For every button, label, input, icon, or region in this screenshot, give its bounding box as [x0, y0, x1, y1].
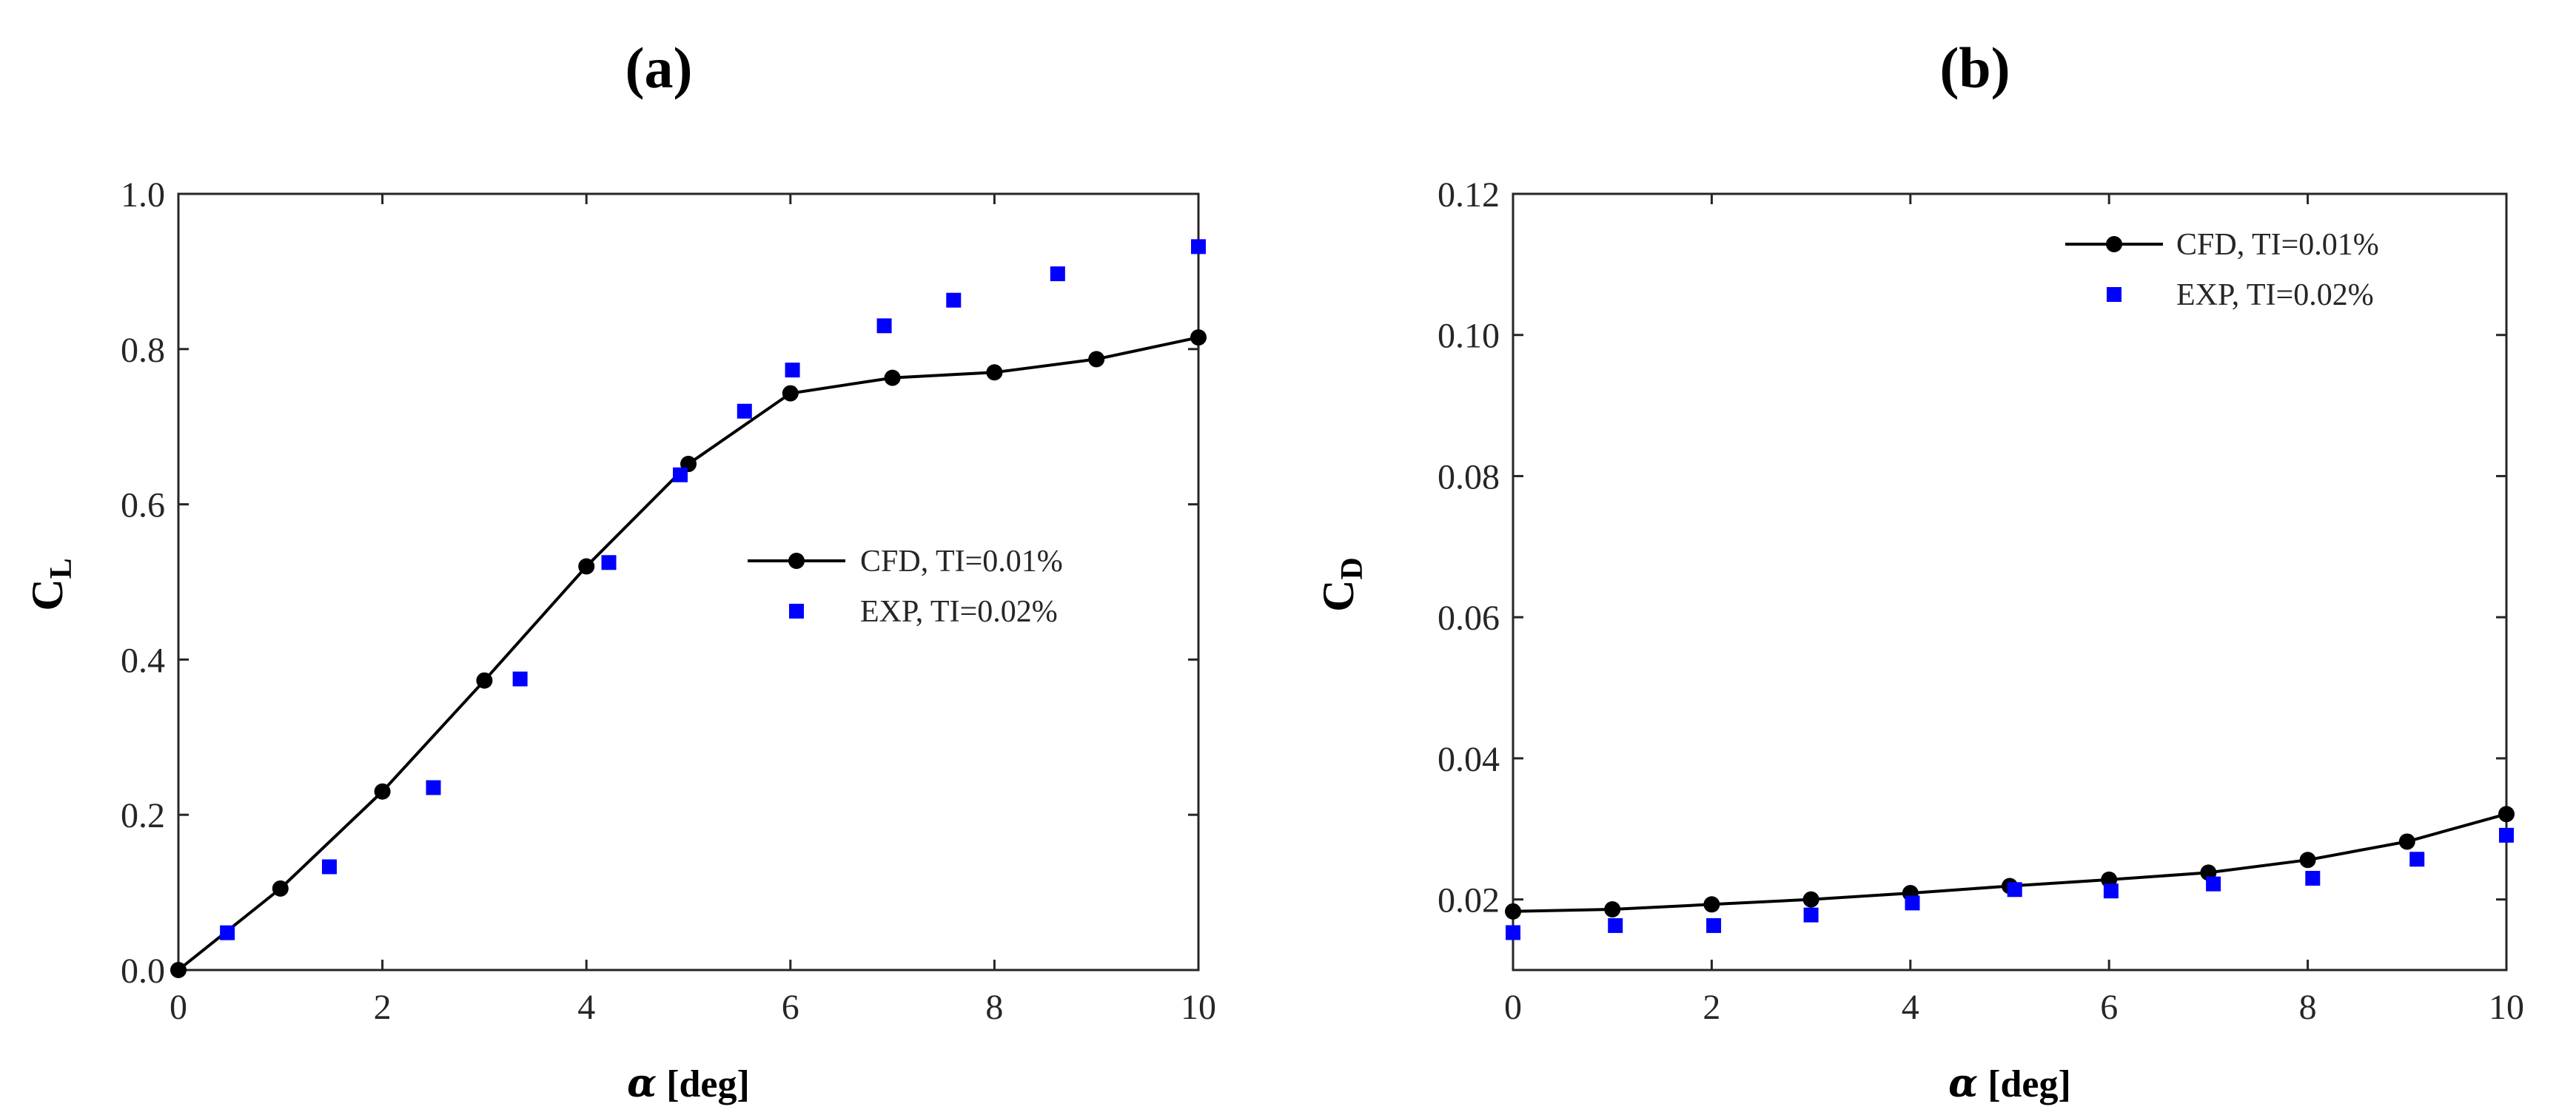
panel-b-legend-exp-label: EXP, TI=0.02%: [2176, 278, 2374, 312]
panel-b-drag-coefficient: (b) 0 2 4 6 8 10 0.02 0.04 0.06 0.08 0.10 0.12 CFD,…: [1314, 36, 2524, 1106]
panel-b-ticks: [1512, 192, 2508, 970]
panel-a-legend-cfd-label: CFD, TI=0.01%: [860, 545, 1063, 579]
panel-b-xtick-label: 8: [2299, 988, 2317, 1027]
panel-b-cfd-point: [1802, 891, 1819, 908]
panel-a-ytick-label: 0.4: [121, 641, 165, 680]
panel-a-label: (a): [625, 36, 693, 100]
panel-b-x-axis-symbol: α: [1948, 1061, 1978, 1106]
panel-b-xtick-label: 6: [2100, 988, 2118, 1027]
panel-b-exp-point: [2305, 871, 2321, 886]
panel-b-cfd-point: [1703, 896, 1720, 913]
panel-b-ytick-label: 0.10: [1438, 317, 1500, 356]
panel-a-cfd-point: [782, 385, 799, 402]
panel-a-x-axis-label: α [deg]: [627, 1061, 750, 1106]
panel-a-ytick-label: 0.2: [121, 796, 165, 835]
panel-a-xtick-label: 10: [1181, 988, 1216, 1027]
panel-b-xtick-label: 4: [1902, 988, 1919, 1027]
panel-a-exp-point: [1191, 239, 1206, 255]
panel-a-xtick-label: 4: [577, 988, 595, 1027]
panel-a-exp-point: [512, 671, 528, 687]
panel-b-exp-point: [1905, 895, 1920, 911]
panel-b-exp-point: [1608, 917, 1623, 933]
panel-b-ytick-label: 0.12: [1438, 175, 1500, 215]
panel-a-lift-coefficient: (a) 0 2 4 6 8 10 0.0 0.2 0.4 0.6 0.8 1.0 CFD, TI=0.…: [23, 36, 1216, 1106]
panel-a-xtick-label: 2: [374, 988, 392, 1027]
panel-b-axes-box: [1512, 192, 2508, 971]
panel-b-y-axis-label: CD: [1314, 557, 1369, 612]
panel-a-cfd-point: [986, 364, 1003, 381]
panel-a-exp-markers: [220, 239, 1206, 940]
panel-a-ytick-label: 0.6: [121, 486, 165, 525]
panel-a-exp-point: [946, 292, 962, 308]
panel-b-legend-cfd-label: CFD, TI=0.01%: [2176, 228, 2379, 262]
panel-a-cfd-markers: [170, 329, 1207, 978]
panel-b-exp-point: [2499, 827, 2514, 843]
panel-a-axes-box: [177, 192, 1200, 971]
panel-b-cfd-point: [2299, 852, 2316, 869]
panel-b-exp-point: [2409, 852, 2425, 867]
panel-a-exp-point: [785, 363, 800, 378]
panel-a-legend-exp-marker: [789, 604, 804, 619]
panel-b-exp-point: [1506, 925, 1520, 940]
panel-b-exp-point: [2103, 883, 2119, 899]
panel-b-exp-markers: [1506, 827, 2514, 940]
panel-a-y-axis-label: CL: [23, 558, 78, 610]
panel-a-xtick-label: 6: [782, 988, 799, 1027]
panel-a-exp-point: [1050, 266, 1065, 282]
panel-b-y-axis-sub: D: [1335, 557, 1369, 579]
panel-b-legend-cfd-marker: [2106, 236, 2122, 252]
panel-b-exp-point: [2007, 882, 2022, 898]
panel-b-label: (b): [1939, 36, 2010, 100]
panel-b-ytick-label: 0.04: [1438, 740, 1500, 779]
panel-a-cfd-point: [170, 962, 187, 978]
panel-a-cfd-point: [1190, 329, 1207, 346]
panel-a-ytick-label: 1.0: [121, 175, 165, 215]
panel-b-cfd-point: [1505, 903, 1521, 920]
panel-a-cfd-point: [272, 880, 289, 897]
panel-a-y-axis-sub: L: [44, 558, 78, 579]
panel-b-x-axis-label: α [deg]: [1948, 1061, 2071, 1106]
panel-a-cfd-point: [374, 783, 391, 800]
panel-b-ytick-label: 0.08: [1438, 457, 1500, 496]
panel-b-ytick-label: 0.06: [1438, 599, 1500, 638]
panel-a-tick-labels: 0 2 4 6 8 10 0.0 0.2 0.4 0.6 0.8 1.0: [121, 175, 1216, 1027]
panel-a-legend: CFD, TI=0.01% EXP, TI=0.02%: [748, 545, 1063, 629]
panel-b-cfd-point: [1604, 900, 1621, 917]
panel-a-y-axis-main: C: [23, 579, 72, 610]
panel-a-ytick-label: 0.0: [121, 952, 165, 991]
panel-a-exp-point: [220, 925, 235, 940]
panel-a-cfd-point: [578, 558, 595, 575]
panel-b-exp-point: [2206, 876, 2221, 892]
panel-a-xtick-label: 0: [170, 988, 187, 1027]
panel-b-tick-labels: 0 2 4 6 8 10 0.02 0.04 0.06 0.08 0.10 0.12: [1438, 175, 2524, 1027]
panel-b-ytick-label: 0.02: [1438, 881, 1500, 920]
panel-b-exp-point: [1706, 917, 1722, 933]
panel-b-exp-point: [1803, 907, 1819, 923]
panel-a-exp-point: [426, 780, 441, 795]
panel-b-cfd-point: [2498, 806, 2515, 823]
panel-a-cfd-point: [884, 369, 901, 386]
panel-a-exp-point: [321, 859, 337, 875]
panel-a-ytick-label: 0.8: [121, 331, 165, 370]
panel-a-exp-point: [876, 318, 892, 334]
panel-a-x-axis-text: [deg]: [657, 1063, 750, 1105]
panel-a-exp-point: [737, 403, 752, 419]
panel-b-legend-exp-marker: [2107, 287, 2121, 302]
panel-a-exp-point: [601, 555, 617, 570]
panel-b-xtick-label: 2: [1703, 988, 1720, 1027]
panel-b-legend: CFD, TI=0.01% EXP, TI=0.02%: [2065, 228, 2379, 312]
panel-a-xtick-label: 8: [985, 988, 1003, 1027]
panel-a-x-axis-symbol: α: [627, 1061, 657, 1106]
panel-b-y-axis-main: C: [1314, 580, 1363, 612]
panel-a-exp-point: [672, 467, 688, 482]
panel-b-xtick-label: 10: [2489, 988, 2524, 1027]
panel-b-cfd-point: [2398, 833, 2415, 850]
panel-a-cfd-point: [1088, 351, 1105, 368]
panel-b-xtick-label: 0: [1504, 988, 1522, 1027]
panel-a-legend-exp-label: EXP, TI=0.02%: [860, 595, 1058, 629]
panel-a-legend-cfd-marker: [788, 553, 805, 569]
panel-a-cfd-point: [476, 672, 493, 689]
panel-b-x-axis-text: [deg]: [1978, 1063, 2071, 1105]
